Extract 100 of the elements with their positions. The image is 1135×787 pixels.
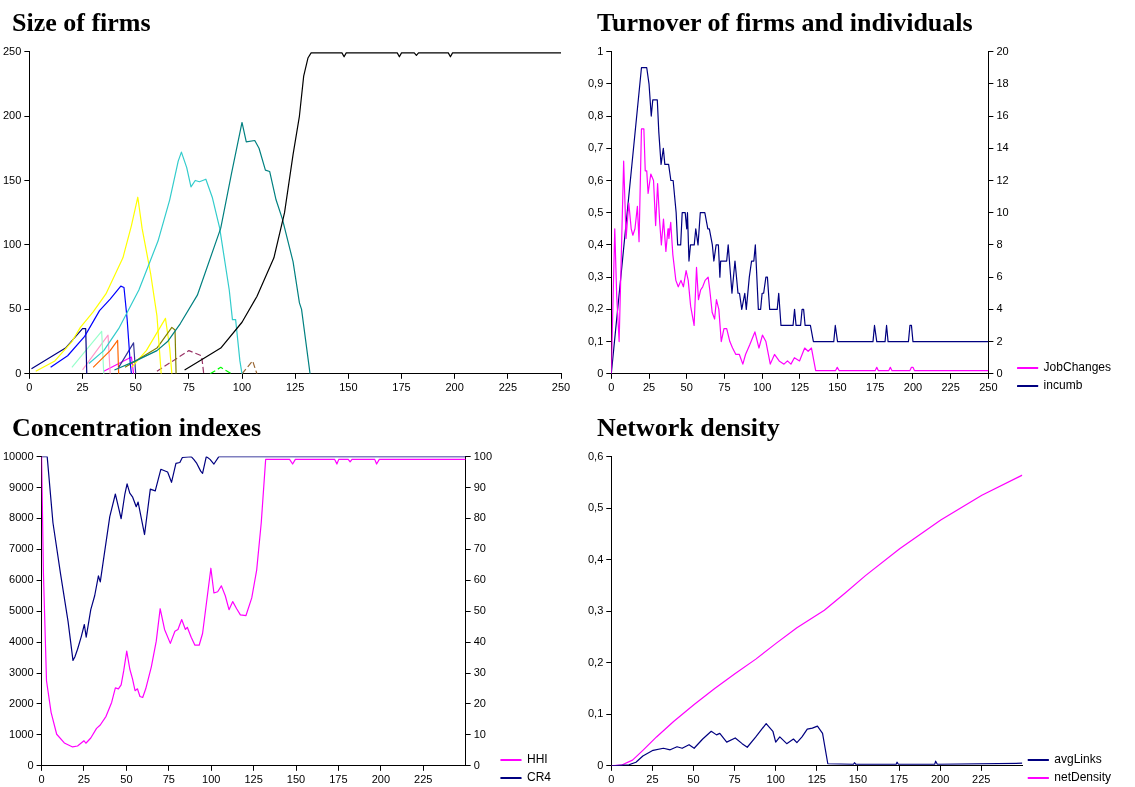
line-series <box>156 350 205 374</box>
x-tick-label: 100 <box>202 773 221 786</box>
y-tick-label: 0,5 <box>587 205 604 218</box>
x-tick-label: 200 <box>903 381 923 394</box>
x-tick-label: 125 <box>790 381 810 394</box>
chart-title: Turnover of firms and individuals <box>596 7 974 39</box>
y2-tick-label: 10 <box>473 727 486 740</box>
x-tick-label: 50 <box>129 381 142 394</box>
y2-tick-label: 70 <box>473 542 486 555</box>
y2-tick-label: 40 <box>473 635 486 648</box>
y-tick-label: 4000 <box>9 635 34 648</box>
y-tick-label: 1 <box>597 44 604 57</box>
y-tick-label: 0,1 <box>587 334 604 347</box>
x-tick-label: 0 <box>608 381 615 394</box>
legend-label: HHI <box>526 752 548 767</box>
x-tick-label: 75 <box>718 381 731 394</box>
y2-tick-label: 12 <box>996 173 1009 186</box>
y-tick-label: 9000 <box>9 480 34 493</box>
x-tick-label: 250 <box>979 381 998 394</box>
y-tick-label: 0,4 <box>587 237 604 250</box>
y2-tick-label: 20 <box>996 44 1009 57</box>
y-tick-label: 0,3 <box>587 604 604 617</box>
x-tick-label: 125 <box>244 773 263 786</box>
y-tick-label: 0,2 <box>587 302 604 315</box>
y-tick-label: 3000 <box>9 666 34 679</box>
x-tick-label: 25 <box>646 773 659 786</box>
legend-label: avgLinks <box>1054 752 1102 767</box>
x-tick-label: 125 <box>807 773 826 786</box>
y-tick-label: 50 <box>9 302 22 315</box>
x-tick-label: 75 <box>182 381 195 394</box>
y-tick-label: 7000 <box>9 542 34 555</box>
x-tick-label: 225 <box>941 381 960 394</box>
x-tick-label: 100 <box>766 773 785 786</box>
y2-tick-label: 30 <box>473 666 486 679</box>
x-tick-label: 50 <box>120 773 133 786</box>
x-tick-label: 25 <box>642 381 656 394</box>
x-tick-label: 0 <box>38 773 45 786</box>
x-tick-label: 175 <box>866 381 885 394</box>
x-tick-label: 50 <box>680 381 693 394</box>
y2-tick-label: 8 <box>996 237 1003 250</box>
y-tick-label: 0,9 <box>587 76 604 89</box>
y-tick-label: 0,6 <box>587 173 604 186</box>
x-tick-label: 250 <box>551 381 571 394</box>
x-tick-label: 50 <box>687 773 700 786</box>
x-tick-label: 225 <box>498 381 518 394</box>
y-tick-label: 0 <box>15 366 22 379</box>
y-tick-label: 150 <box>2 173 22 186</box>
x-tick-label: 75 <box>162 773 175 786</box>
y-tick-label: 8000 <box>9 511 34 524</box>
legend-label: netDensity <box>1054 770 1112 785</box>
y-tick-label: 0 <box>27 758 34 771</box>
y-tick-label: 5000 <box>9 604 34 617</box>
x-tick-label: 100 <box>752 381 772 394</box>
y-tick-label: 200 <box>2 109 22 122</box>
y-tick-label: 0,2 <box>587 655 604 668</box>
y-tick-label: 6000 <box>9 573 34 586</box>
y-tick-label: 100 <box>2 237 22 250</box>
x-tick-label: 175 <box>889 773 909 786</box>
y2-tick-label: 2 <box>996 334 1003 347</box>
y-tick-label: 250 <box>2 44 22 57</box>
y2-tick-label: 90 <box>473 480 486 493</box>
y2-tick-label: 0 <box>996 366 1003 379</box>
x-tick-label: 150 <box>339 381 358 394</box>
y-tick-label: 0,1 <box>587 707 604 720</box>
y2-tick-label: 100 <box>473 449 492 462</box>
y-tick-label: 10000 <box>2 449 34 462</box>
x-tick-label: 150 <box>848 773 868 786</box>
x-tick-label: 0 <box>608 773 615 786</box>
y2-tick-label: 0 <box>473 758 480 771</box>
y2-tick-label: 18 <box>996 76 1009 89</box>
x-tick-label: 175 <box>329 773 348 786</box>
y2-tick-label: 20 <box>473 696 486 709</box>
legend-label: incumb <box>1043 378 1083 393</box>
y-tick-label: 0,4 <box>587 552 604 565</box>
chart-title: Concentration indexes <box>11 412 263 444</box>
legend-label: JobChanges <box>1043 360 1112 375</box>
y2-tick-label: 6 <box>996 270 1003 283</box>
x-tick-label: 150 <box>286 773 306 786</box>
y-tick-label: 0,3 <box>587 270 604 283</box>
y-tick-label: 0 <box>597 758 604 771</box>
y2-tick-label: 50 <box>473 604 486 617</box>
x-tick-label: 200 <box>371 773 391 786</box>
y2-tick-label: 10 <box>996 205 1009 218</box>
y2-tick-label: 14 <box>996 141 1009 154</box>
x-tick-label: 25 <box>77 773 91 786</box>
y-tick-label: 0,5 <box>587 501 604 514</box>
x-tick-label: 175 <box>392 381 411 394</box>
x-tick-label: 225 <box>414 773 433 786</box>
x-tick-label: 125 <box>286 381 305 394</box>
x-tick-label: 25 <box>76 381 89 394</box>
y-tick-label: 0,6 <box>587 449 604 462</box>
y-tick-label: 2000 <box>9 696 34 709</box>
chart-title: Size of firms <box>11 7 152 39</box>
x-tick-label: 150 <box>828 381 847 394</box>
y-tick-label: 0,8 <box>587 109 604 122</box>
legend-label: CR4 <box>526 770 552 785</box>
y-tick-label: 0 <box>597 366 604 379</box>
y2-tick-label: 4 <box>996 302 1003 315</box>
y2-tick-label: 16 <box>996 109 1009 122</box>
x-tick-label: 200 <box>445 381 464 394</box>
